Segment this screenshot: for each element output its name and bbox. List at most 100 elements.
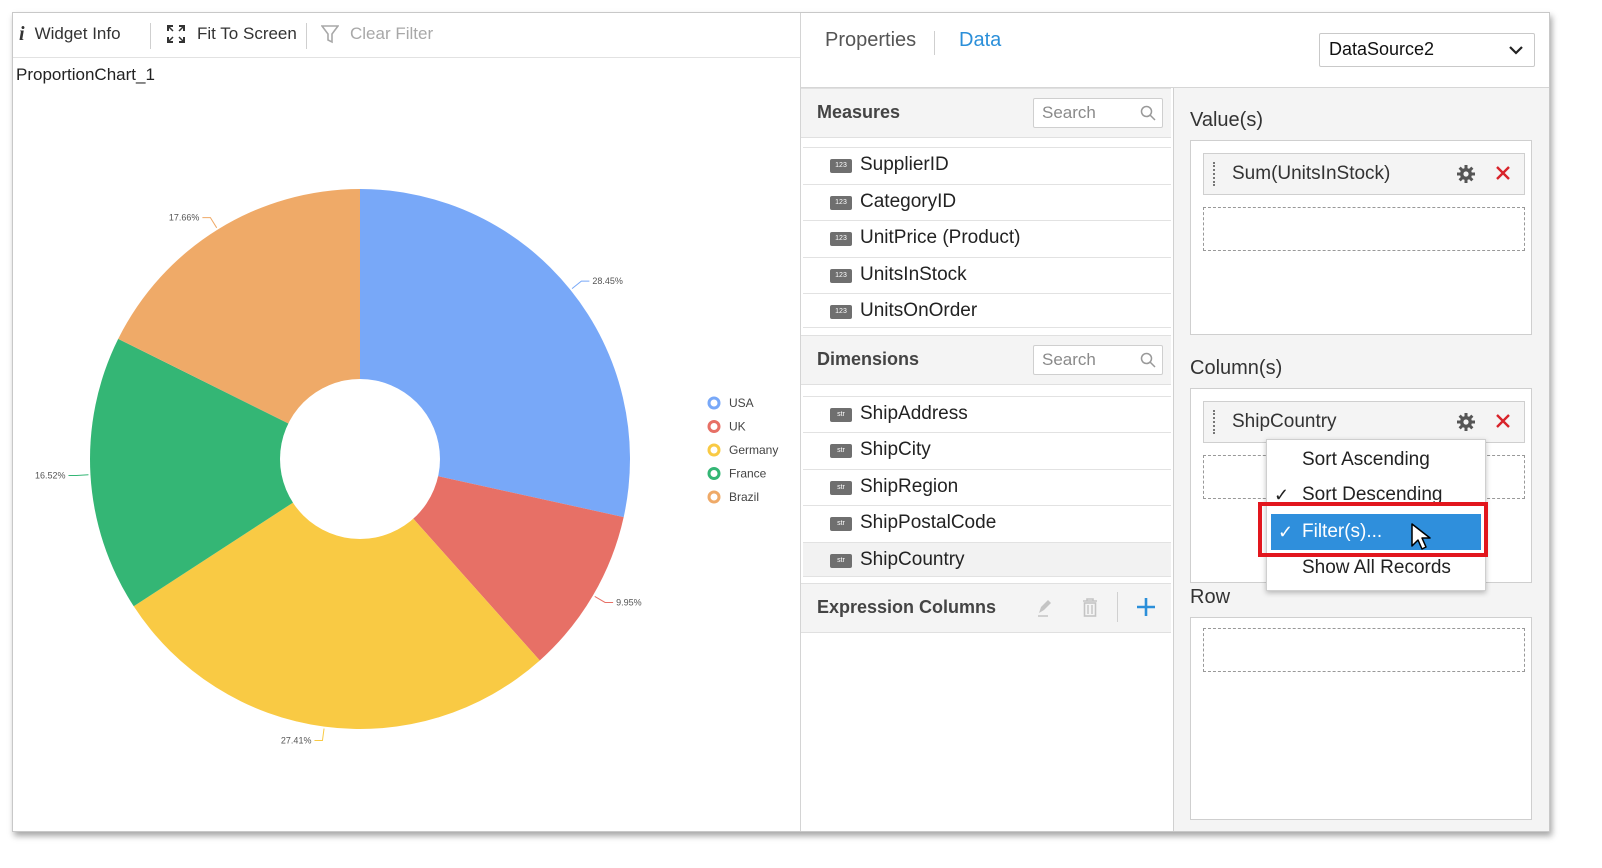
info-icon: i bbox=[19, 22, 25, 45]
clear-filter-button[interactable]: Clear Filter bbox=[321, 21, 433, 47]
number-type-icon: 123 bbox=[830, 305, 852, 319]
drag-handle-icon[interactable] bbox=[1213, 162, 1217, 186]
gear-icon[interactable] bbox=[1456, 412, 1476, 432]
fields-list: Measures Search 123 SupplierID 123 Categor… bbox=[801, 88, 1174, 831]
highlight-annotation bbox=[1258, 502, 1488, 557]
values-pill[interactable]: Sum(UnitsInStock) bbox=[1203, 153, 1525, 195]
tab-data[interactable]: Data bbox=[959, 29, 1002, 51]
label-connector bbox=[571, 280, 590, 290]
legend-item-usa[interactable]: USA bbox=[707, 396, 754, 410]
label-connector bbox=[68, 474, 89, 476]
legend-item-france[interactable]: France bbox=[707, 467, 767, 481]
menu-item-sort-descending[interactable]: ✓ Sort Descending bbox=[1267, 477, 1485, 513]
list-item[interactable]: 123 UnitPrice (Product) bbox=[803, 220, 1171, 255]
values-pill-label: Sum(UnitsInStock) bbox=[1232, 163, 1391, 184]
drag-handle-icon[interactable] bbox=[1213, 410, 1217, 434]
widget-toolbar: i Widget Info Fit To Screen Clear Filte bbox=[13, 13, 800, 58]
delete-icon[interactable] bbox=[1081, 596, 1099, 618]
string-type-icon: str bbox=[830, 408, 852, 422]
proportion-chart: 28.45% 9.95% 27.41% 16.52% 17.66% USA UK Germa… bbox=[35, 189, 778, 746]
row-zone-title: Row bbox=[1190, 586, 1231, 608]
dimensions-header: Dimensions Search bbox=[801, 335, 1171, 385]
number-type-icon: 123 bbox=[830, 196, 852, 210]
doughnut-hole bbox=[280, 379, 440, 539]
field-name: ShipAddress bbox=[860, 403, 968, 424]
columns-pill-label: ShipCountry bbox=[1232, 411, 1337, 432]
list-item[interactable]: 123 UnitsOnOrder bbox=[803, 293, 1171, 328]
widget-info-label: Widget Info bbox=[34, 24, 121, 43]
list-item[interactable]: 123 SupplierID bbox=[803, 147, 1171, 182]
legend-item-uk[interactable]: UK bbox=[707, 420, 746, 434]
legend-marker-icon bbox=[707, 490, 721, 504]
widget-info-button[interactable]: i Widget Info bbox=[19, 21, 121, 47]
legend-item-brazil[interactable]: Brazil bbox=[707, 490, 759, 504]
field-name: CategoryID bbox=[860, 191, 957, 212]
search-icon bbox=[1140, 352, 1156, 368]
values-dropzone-placeholder[interactable] bbox=[1203, 207, 1525, 251]
list-item[interactable]: str ShipRegion bbox=[803, 469, 1171, 504]
dimensions-title: Dimensions bbox=[817, 349, 920, 369]
datasource-dropdown[interactable]: DataSource2 bbox=[1319, 33, 1535, 67]
expression-columns-title: Expression Columns bbox=[817, 597, 997, 617]
menu-item-label: Sort Ascending bbox=[1302, 449, 1430, 470]
list-item[interactable]: 123 CategoryID bbox=[803, 184, 1171, 219]
label-connector bbox=[314, 728, 325, 742]
pie-slice-france[interactable] bbox=[90, 338, 361, 607]
fit-to-screen-button[interactable]: Fit To Screen bbox=[166, 21, 297, 47]
data-label: 16.52% bbox=[35, 470, 66, 480]
data-panel: Properties Data DataSource2 Measures Sea… bbox=[801, 13, 1549, 831]
close-icon[interactable] bbox=[1494, 164, 1512, 182]
clear-filter-label: Clear Filter bbox=[350, 24, 434, 43]
legend-label: Germany bbox=[729, 443, 778, 457]
menu-item-label: Filter(s)... bbox=[1302, 521, 1383, 542]
fit-to-screen-label: Fit To Screen bbox=[197, 24, 297, 43]
data-label: 9.95% bbox=[616, 597, 642, 607]
list-item[interactable]: str ShipCountry bbox=[803, 542, 1171, 577]
values-zone-title: Value(s) bbox=[1190, 109, 1263, 131]
columns-pill[interactable]: ShipCountry bbox=[1203, 401, 1525, 443]
edit-icon[interactable] bbox=[1035, 598, 1053, 618]
row-drop-zone[interactable] bbox=[1190, 617, 1532, 820]
toolbar-divider bbox=[306, 23, 307, 49]
dimensions-search-input[interactable]: Search bbox=[1033, 345, 1163, 375]
list-item[interactable]: str ShipCity bbox=[803, 432, 1171, 467]
menu-item-label: Show All Records bbox=[1302, 557, 1451, 578]
number-type-icon: 123 bbox=[830, 159, 852, 173]
menu-item-show-all-records[interactable]: Show All Records bbox=[1267, 550, 1485, 586]
pie-slice-brazil[interactable] bbox=[118, 189, 361, 459]
pie-slice-uk[interactable] bbox=[360, 459, 624, 661]
menu-item-sort-ascending[interactable]: Sort Ascending bbox=[1267, 442, 1485, 478]
string-type-icon: str bbox=[830, 554, 852, 568]
toolbar-divider bbox=[150, 23, 151, 49]
values-drop-zone[interactable]: Sum(UnitsInStock) bbox=[1190, 140, 1532, 335]
menu-item-label: Sort Descending bbox=[1302, 484, 1443, 505]
measures-search-input[interactable]: Search bbox=[1033, 98, 1163, 128]
legend-marker-icon bbox=[707, 396, 721, 410]
list-item[interactable]: str ShipAddress bbox=[803, 396, 1171, 431]
string-type-icon: str bbox=[830, 481, 852, 495]
legend-marker-icon bbox=[707, 443, 721, 457]
add-icon[interactable] bbox=[1135, 596, 1157, 618]
columns-zone-title: Column(s) bbox=[1190, 357, 1283, 379]
tab-divider bbox=[934, 31, 935, 55]
widget-area: i Widget Info Fit To Screen Clear Filte bbox=[13, 13, 801, 831]
header-divider bbox=[1117, 592, 1118, 622]
list-item[interactable]: 123 UnitsInStock bbox=[803, 257, 1171, 292]
legend-item-germany[interactable]: Germany bbox=[707, 443, 778, 457]
close-icon[interactable] bbox=[1494, 412, 1512, 430]
string-type-icon: str bbox=[830, 444, 852, 458]
field-name: ShipRegion bbox=[860, 476, 959, 497]
string-type-icon: str bbox=[830, 517, 852, 531]
field-name: ShipCountry bbox=[860, 549, 965, 570]
menu-item-filters[interactable]: ✓ Filter(s)... bbox=[1271, 514, 1481, 550]
field-name: UnitsInStock bbox=[860, 264, 967, 285]
field-name: ShipPostalCode bbox=[860, 512, 997, 533]
pie-slice-germany[interactable] bbox=[133, 459, 540, 729]
row-dropzone-placeholder[interactable] bbox=[1203, 628, 1525, 672]
legend-label: Brazil bbox=[729, 490, 759, 504]
filter-icon bbox=[321, 25, 339, 44]
tab-properties[interactable]: Properties bbox=[825, 29, 917, 51]
list-item[interactable]: str ShipPostalCode bbox=[803, 505, 1171, 540]
chevron-down-icon bbox=[1509, 46, 1523, 55]
gear-icon[interactable] bbox=[1456, 164, 1476, 184]
